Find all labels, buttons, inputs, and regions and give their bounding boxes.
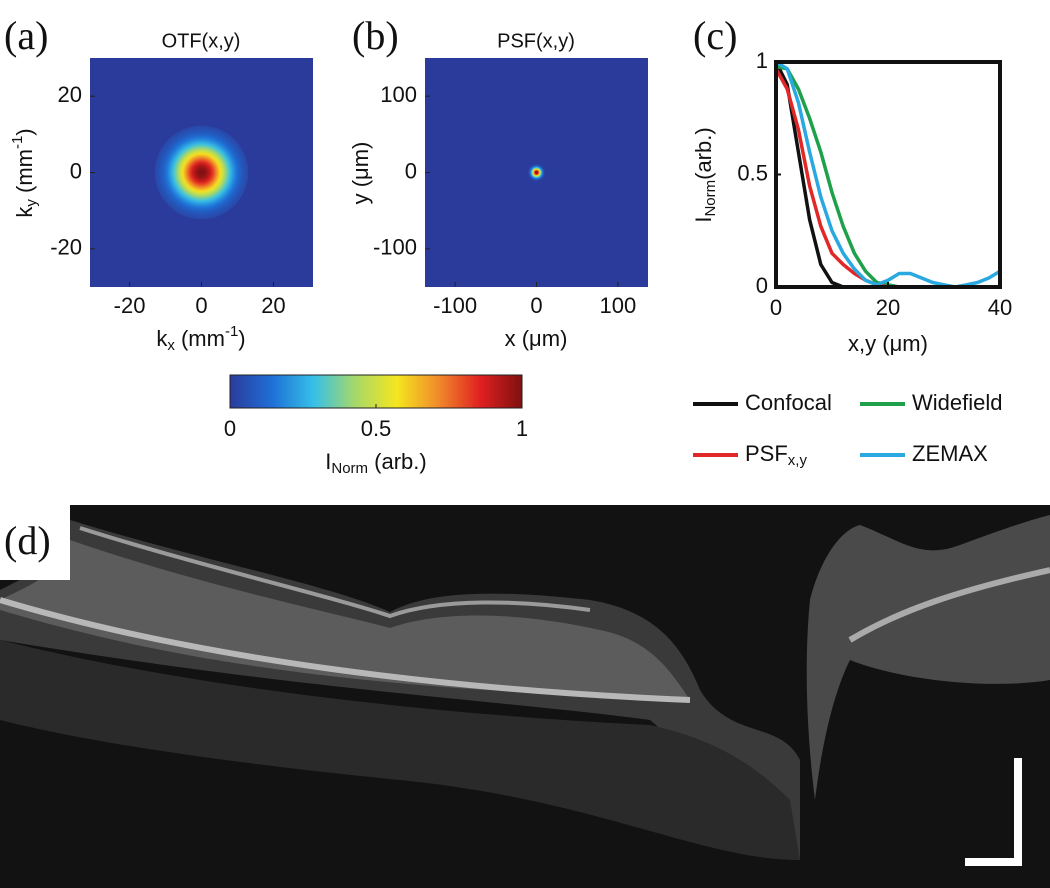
panel-label: (c) [693,13,737,58]
panel-label: (d) [4,518,51,563]
y-tick-label: 1 [756,48,768,73]
label-part: (mm [175,326,225,351]
oct-image: (d) [0,505,1050,888]
label-part: -1 [9,136,26,149]
panel-label: (a) [4,13,48,58]
label-part: -1 [225,323,238,340]
legend-label-part: x,y [788,452,808,469]
label-part: y ( [348,179,373,204]
label-part: ) [348,142,373,149]
label-part: x [167,337,175,354]
x-axis-label: kx (mm-1) [156,323,245,354]
x-tick-label: -100 [433,293,477,318]
x-tick-label: 40 [988,295,1012,320]
y-tick-label: 100 [380,82,417,107]
chart-title: PSF(x,y) [497,30,575,52]
x-tick-label: 0.5 [361,416,392,441]
x-tick-label: 0 [195,293,207,318]
y-tick-label: 0 [756,273,768,298]
label-part: k [156,326,168,351]
x-axis-label: x (μm) [505,326,568,351]
label-part: Norm [702,180,719,217]
legend-label: Confocal [745,390,832,415]
y-axis-label: y (μm) [348,142,373,205]
label-part: Norm [331,460,368,477]
label-part: I [325,449,331,474]
label-part: I [691,217,716,223]
label-part: y [23,199,40,207]
legend-label: ZEMAX [912,441,988,466]
spot [154,125,249,220]
label-part: k [12,206,37,218]
series-line [775,60,1001,289]
legend-label-part: PSF [745,441,788,466]
x-tick-label: 0 [224,416,236,441]
y-axis-label: INorm(arb.) [691,127,719,222]
y-tick-label: 0 [70,158,82,183]
x-tick-label: 1 [516,416,528,441]
label-part: (arb.) [368,449,427,474]
chart-title: OTF(x,y) [162,30,241,52]
choroid [0,640,800,860]
x-tick-label: 100 [600,293,637,318]
y-tick-label: 20 [58,82,82,107]
x-tick-label: 20 [261,293,285,318]
label-part: ) [12,128,37,135]
x-axis-label: x,y (μm) [848,331,928,356]
label-part: x ( [505,326,530,351]
x-tick-label: 0 [530,293,542,318]
legend-label: PSFx,y [745,441,807,469]
series-line [774,67,1000,289]
retina-band [79,526,591,619]
spot [528,164,545,181]
y-tick-label: 0 [405,158,417,183]
y-tick-label: -20 [50,235,82,260]
label-part: ) [560,326,567,351]
y-tick-label: -100 [373,235,417,260]
retina-band [0,597,691,703]
y-tick-label: 0.5 [737,160,768,185]
retina-layer [0,540,690,700]
legend-label: Widefield [912,390,1002,415]
label-part: ) [238,326,245,351]
retina-band [848,567,1050,643]
colorbar [229,374,523,409]
colorbar-label: INorm (arb.) [325,449,426,477]
series-line [774,61,1000,289]
label-part: (arb.) [691,127,716,180]
series-line [775,64,1000,289]
label-part: μm [348,149,373,180]
plot-frame [774,60,1002,289]
y-axis-label: ky (mm-1) [9,128,40,217]
panel-label: (b) [352,13,399,58]
x-tick-label: 0 [770,295,782,320]
label-part: (mm [12,149,37,199]
x-tick-label: 20 [876,295,900,320]
label-part: μm [529,326,560,351]
scale-bar [965,758,1022,866]
x-tick-label: -20 [114,293,146,318]
label-box [0,505,70,580]
